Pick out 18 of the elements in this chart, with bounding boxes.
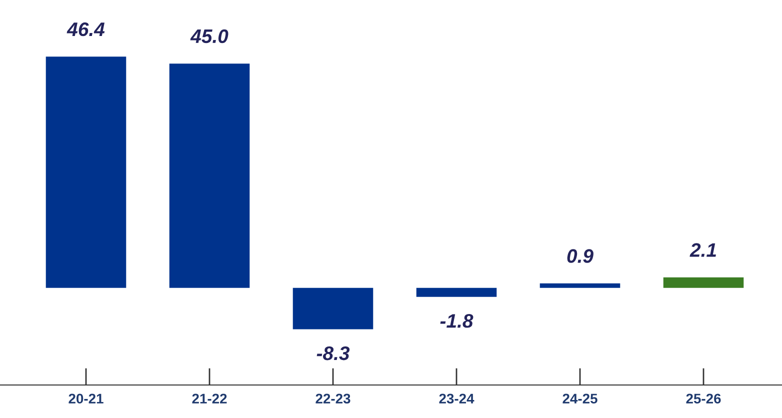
bar (169, 64, 250, 288)
x-tick-label: 20-21 (68, 394, 104, 404)
bar (416, 288, 497, 297)
x-tick-label: 22-23 (316, 394, 350, 404)
bar (46, 56, 126, 288)
x-tick-label: 24-25 (562, 394, 598, 404)
data-label: 46.4 (66, 22, 105, 36)
data-label: 2.1 (690, 243, 716, 257)
data-label: 45.0 (190, 29, 228, 44)
bar (663, 277, 744, 288)
data-label: 0.9 (567, 249, 594, 263)
data-label: -8.3 (316, 346, 350, 360)
x-tick-label: 23-24 (439, 394, 474, 404)
bar (292, 288, 374, 330)
bar (540, 283, 620, 288)
x-tick-label: 21-22 (192, 394, 227, 404)
x-tick-label: 25-26 (686, 394, 721, 404)
data-label: -1.8 (440, 314, 474, 328)
